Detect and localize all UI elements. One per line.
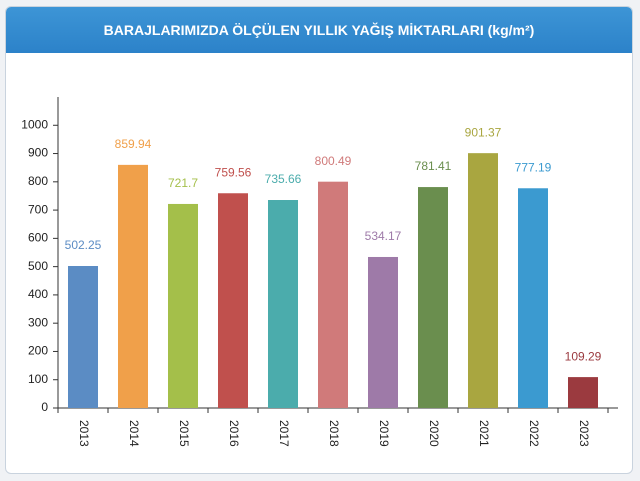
x-tick-label: 2019	[377, 420, 391, 447]
y-tick-label: 500	[28, 259, 48, 273]
data-label: 735.66	[265, 172, 302, 186]
x-tick-label: 2017	[277, 420, 291, 447]
y-tick-label: 1000	[21, 117, 48, 131]
x-tick-label: 2013	[77, 420, 91, 447]
data-label: 777.19	[515, 160, 552, 174]
x-tick-label: 2020	[427, 420, 441, 447]
bar	[568, 377, 598, 408]
y-tick-label: 800	[28, 174, 48, 188]
data-label: 721.7	[168, 176, 198, 190]
bar	[68, 266, 98, 408]
chart-title: BARAJLARIMIZDA ÖLÇÜLEN YILLIK YAĞIŞ MİKT…	[6, 7, 632, 53]
x-tick-label: 2022	[527, 420, 541, 447]
x-tick-label: 2015	[177, 420, 191, 447]
y-tick-label: 100	[28, 372, 48, 386]
data-label: 901.37	[465, 125, 502, 139]
x-tick-label: 2023	[577, 420, 591, 447]
bar	[518, 188, 548, 408]
data-label: 781.41	[415, 159, 452, 173]
data-label: 800.49	[315, 154, 352, 168]
bar	[368, 256, 398, 408]
y-tick-label: 700	[28, 202, 48, 216]
bar	[318, 181, 348, 408]
y-tick-label: 600	[28, 231, 48, 245]
y-tick-label: 300	[28, 315, 48, 329]
data-label: 534.17	[365, 229, 402, 243]
bar	[218, 193, 248, 408]
x-tick-label: 2014	[127, 420, 141, 447]
data-label: 109.29	[565, 349, 602, 363]
data-label: 759.56	[215, 165, 252, 179]
data-label: 859.94	[115, 137, 152, 151]
data-label: 502.25	[65, 238, 102, 252]
bar	[268, 200, 298, 408]
x-tick-label: 2018	[327, 420, 341, 447]
y-tick-label: 400	[28, 287, 48, 301]
bar	[468, 153, 498, 408]
y-tick-label: 0	[41, 400, 48, 414]
bar	[118, 164, 148, 408]
bar	[168, 203, 198, 408]
x-tick-label: 2021	[477, 420, 491, 447]
y-tick-label: 900	[28, 146, 48, 160]
x-tick-label: 2016	[227, 420, 241, 447]
bar	[418, 187, 448, 408]
y-tick-label: 200	[28, 344, 48, 358]
